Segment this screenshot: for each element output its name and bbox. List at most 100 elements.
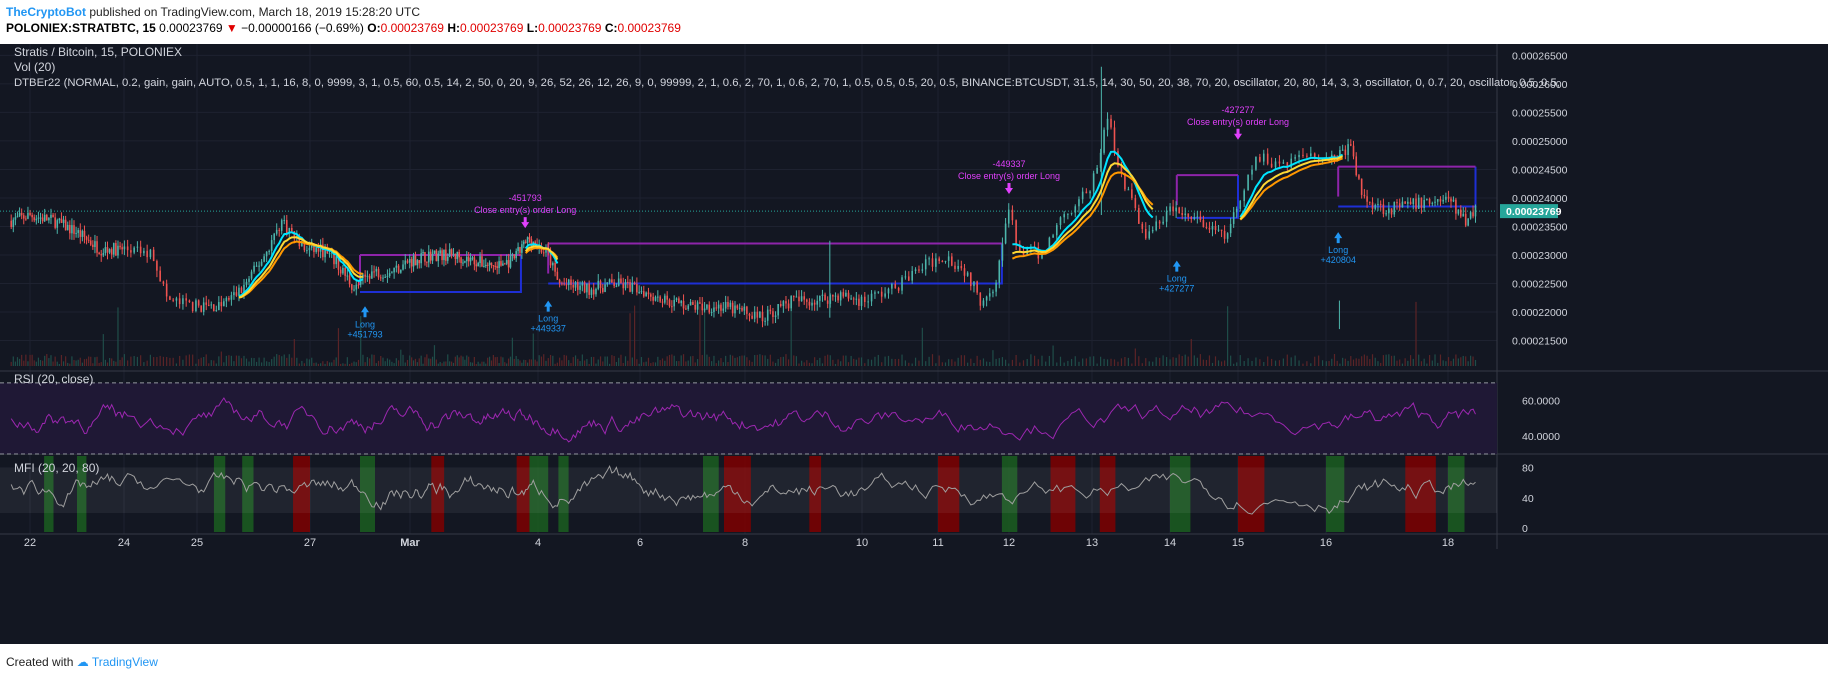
candle-body — [317, 247, 320, 252]
volume-bar — [1227, 306, 1229, 366]
volume-bar — [369, 358, 371, 366]
volume-bar — [1190, 338, 1192, 366]
down-arrow-icon: ▼ — [225, 21, 238, 35]
volume-bar — [1415, 301, 1417, 366]
volume-bar — [595, 363, 597, 366]
candle-body — [1310, 153, 1312, 156]
candle-body — [83, 230, 86, 237]
mfi-tick-label: 80 — [1522, 462, 1534, 474]
candle-body — [1063, 214, 1065, 218]
candle-body — [746, 306, 748, 314]
volume-bar — [54, 356, 56, 366]
tradingview-chart[interactable]: Long+451793Long+449337Long+427277Long+42… — [0, 44, 1828, 644]
volume-bar — [225, 355, 227, 366]
long-value: +449337 — [531, 324, 566, 334]
candle-body — [1196, 216, 1199, 218]
volume-bar — [1199, 354, 1201, 366]
price-tick-label: 0.00022000 — [1512, 307, 1568, 319]
mfi-oversold-zone — [703, 456, 719, 532]
volume-bar — [1022, 360, 1025, 366]
candle-body — [624, 281, 627, 289]
volume-bar — [935, 363, 937, 366]
volume-bar — [56, 361, 58, 366]
volume-bar — [108, 357, 111, 366]
candle-body — [565, 284, 568, 286]
candle-body — [1096, 167, 1098, 174]
candle-body — [429, 251, 432, 261]
candle-body — [503, 263, 506, 265]
candle-body — [1369, 201, 1371, 203]
candle-body — [870, 293, 873, 302]
candle-body — [1409, 201, 1412, 205]
date-tick-label: 6 — [637, 537, 643, 549]
candle-body — [77, 230, 79, 233]
volume-label: Vol (20) — [14, 60, 55, 74]
candle-body — [165, 283, 168, 297]
candle-body — [110, 249, 113, 255]
candle-body — [443, 249, 445, 261]
candle-body — [941, 261, 944, 263]
volume-bar — [1457, 358, 1459, 366]
candle-body — [615, 285, 618, 287]
candle-body — [12, 219, 15, 228]
volume-bar — [1294, 355, 1296, 366]
volume-bar — [500, 356, 502, 366]
candle-body — [935, 258, 937, 267]
volume-bar — [1078, 361, 1080, 366]
volume-bar — [1470, 355, 1472, 366]
volume-bar — [627, 360, 629, 366]
candle-body — [924, 259, 927, 270]
candle-body — [601, 287, 604, 292]
candle-body — [1205, 227, 1208, 229]
candle-body — [1306, 155, 1308, 157]
candle-body — [1226, 233, 1229, 239]
volume-bar — [1082, 358, 1084, 366]
candle-body — [1113, 127, 1116, 152]
volume-bars — [10, 297, 1477, 366]
volume-bar — [1048, 355, 1050, 366]
volume-bar — [761, 355, 764, 366]
created-with-text: Created with — [6, 655, 74, 669]
author-link[interactable]: TheCryptoBot — [6, 5, 86, 19]
tradingview-logo-icon[interactable]: ☁ — [76, 655, 89, 669]
volume-bar — [102, 334, 104, 366]
candle-body — [570, 279, 572, 285]
volume-bar — [464, 359, 466, 366]
candle-body — [554, 262, 556, 272]
volume-bar — [1460, 357, 1462, 366]
tradingview-link[interactable]: TradingView — [91, 655, 158, 669]
volume-bar — [948, 359, 950, 366]
volume-bar — [874, 356, 876, 366]
candle-body — [228, 297, 230, 300]
volume-bar — [806, 360, 808, 366]
volume-bar — [751, 361, 753, 366]
volume-bar — [638, 363, 640, 366]
volume-bar — [1067, 360, 1069, 366]
candle-body — [1243, 190, 1245, 201]
candle-body — [976, 281, 978, 293]
volume-bar — [777, 359, 779, 366]
volume-bar — [205, 354, 207, 366]
candle-body — [519, 247, 521, 253]
volume-bar — [502, 357, 504, 366]
date-tick-label: 12 — [1003, 537, 1015, 549]
candle-body — [60, 218, 63, 223]
candle-body — [225, 297, 228, 302]
date-tick-label: 18 — [1442, 537, 1454, 549]
candle-body — [268, 250, 270, 252]
ohlc-line: POLONIEX:STRATBTC, 15 0.00023769 ▼ −0.00… — [6, 21, 681, 35]
volume-bar — [640, 357, 643, 366]
candle-body — [326, 248, 329, 254]
price-tick-label: 0.00022500 — [1512, 278, 1568, 290]
candle-body — [373, 271, 375, 273]
price-change: −0.00000166 (−0.69%) — [241, 21, 364, 35]
candle-body — [1333, 154, 1336, 158]
volume-bar — [1455, 354, 1457, 366]
candle-body — [944, 260, 947, 262]
volume-bar — [136, 356, 138, 366]
candle-body — [54, 217, 56, 228]
volume-bar — [377, 360, 380, 366]
long-label: Long — [1328, 245, 1348, 255]
volume-bar — [509, 356, 512, 366]
candle-body — [636, 284, 638, 293]
